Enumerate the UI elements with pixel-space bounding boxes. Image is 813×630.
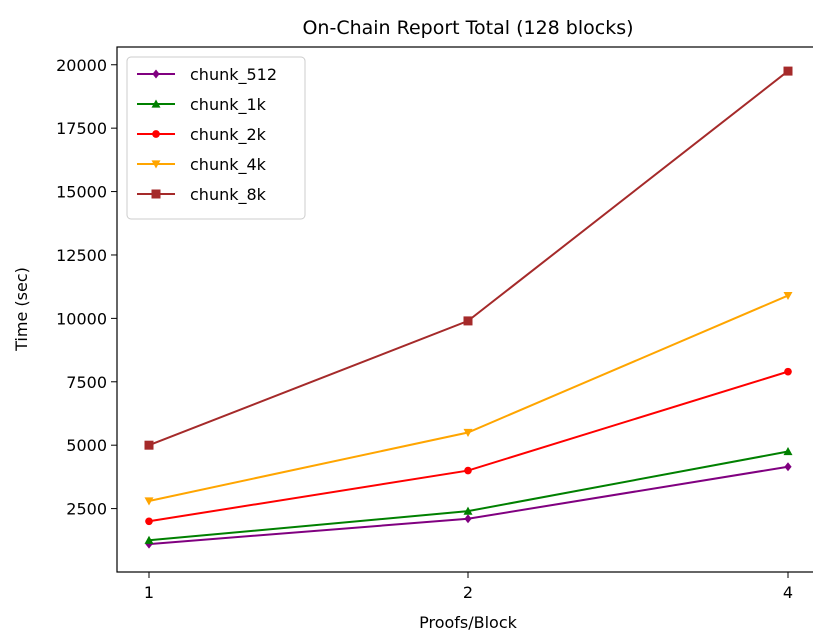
- legend-marker-chunk_2k: [152, 130, 160, 138]
- y-tick-label: 5000: [66, 436, 107, 455]
- series-chunk_512: [145, 462, 792, 549]
- data-point-chunk_8k: [783, 66, 793, 76]
- y-tick-label: 15000: [56, 183, 107, 202]
- legend-marker-chunk_8k: [151, 189, 161, 199]
- data-point-chunk_2k: [145, 517, 153, 526]
- legend-label-chunk_1k: chunk_1k: [190, 95, 267, 115]
- data-point-chunk_1k: [783, 447, 793, 456]
- x-tick-label: 2: [463, 583, 473, 602]
- data-point-chunk_8k: [463, 316, 473, 326]
- y-axis-label: Time (sec): [12, 267, 31, 352]
- legend-label-chunk_4k: chunk_4k: [190, 155, 267, 175]
- data-point-chunk_512: [784, 462, 792, 472]
- data-point-chunk_2k: [784, 367, 792, 376]
- data-point-chunk_4k: [144, 497, 154, 506]
- legend: chunk_512 chunk_1k chunk_2k chunk_4k chunk_8…: [126, 56, 306, 220]
- legend-marker-chunk_512: [152, 69, 160, 79]
- data-point-chunk_4k: [783, 291, 793, 301]
- data-point-chunk_8k: [144, 440, 154, 450]
- y-tick-label: 2500: [66, 500, 107, 519]
- plot-area: [144, 66, 793, 549]
- data-point-chunk_4k: [463, 428, 473, 438]
- legend-label-chunk_8k: chunk_8k: [190, 185, 267, 205]
- x-tick-label: 4: [783, 583, 793, 602]
- data-point-chunk_1k: [144, 535, 154, 544]
- legend-marker-chunk_4k: [151, 160, 161, 169]
- x-tick-label: 1: [144, 583, 154, 602]
- y-tick-label: 10000: [56, 309, 107, 328]
- legend-box: [126, 56, 306, 220]
- legend-label-chunk_512: chunk_512: [190, 65, 277, 85]
- y-tick-label: 7500: [66, 373, 107, 392]
- legend-marker-chunk_1k: [151, 99, 161, 108]
- series-chunk_2k: [145, 367, 792, 526]
- y-tick-label: 17500: [56, 119, 107, 138]
- y-tick-label: 12500: [56, 246, 107, 265]
- series-chunk_8k: [144, 66, 793, 450]
- series-chunk_1k: [144, 447, 793, 544]
- x-axis-label: Proofs/Block: [419, 613, 518, 630]
- y-axis: 2500 5000 7500 10000 12500 15000 17500 20000: [56, 56, 117, 519]
- data-point-chunk_2k: [464, 466, 472, 475]
- x-axis: 1 2 4: [144, 572, 793, 602]
- legend-label-chunk_2k: chunk_2k: [190, 125, 267, 145]
- y-tick-label: 20000: [56, 56, 107, 75]
- data-point-chunk_1k: [463, 506, 473, 515]
- chart-title: On-Chain Report Total (128 blocks): [302, 17, 633, 39]
- series-chunk_4k: [144, 291, 793, 506]
- data-point-chunk_512: [464, 514, 472, 524]
